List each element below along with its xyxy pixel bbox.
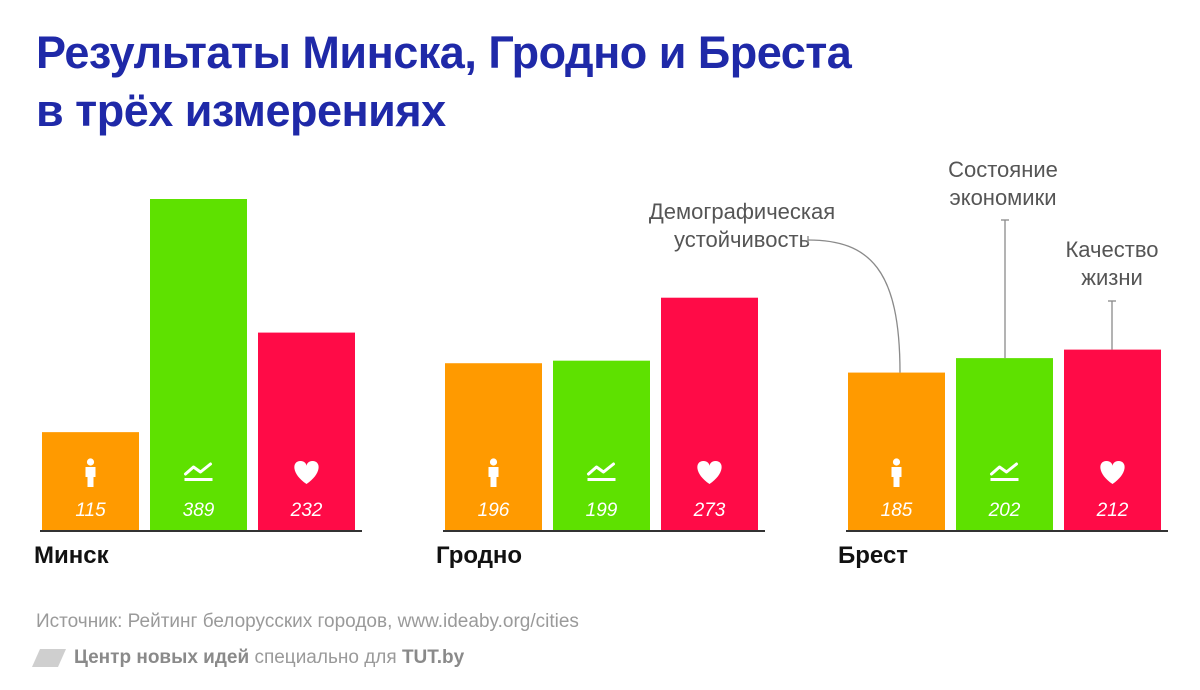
value-label-Гродно-quality: 273 — [693, 500, 726, 521]
city-label-minsk: Минск — [34, 542, 109, 569]
value-label-Минск-demography: 115 — [75, 500, 106, 521]
credits-line: Центр новых идей специально для TUT.by — [32, 647, 464, 669]
annotation-quality-line-2: жизни — [1081, 265, 1143, 290]
chart-trend-icon — [990, 462, 1019, 481]
bar-Брест-economy — [956, 358, 1053, 530]
annotation-demography-line-1: Демографическая — [649, 199, 835, 224]
chart-trend-icon — [587, 462, 616, 481]
annotation-demography-line-2: устойчивость — [674, 227, 810, 252]
value-label-Брест-quality: 212 — [1096, 500, 1129, 521]
baseline-Брест — [846, 530, 1168, 532]
bar-Брест-quality — [1064, 349, 1161, 530]
bar-Брест-demography — [848, 372, 945, 530]
value-label-Гродно-demography: 196 — [478, 500, 510, 521]
value-label-Брест-economy: 202 — [988, 500, 1021, 521]
baseline-Гродно — [443, 530, 765, 532]
value-label-Минск-quality: 232 — [290, 500, 323, 521]
annotation-economy-line-2: экономики — [949, 185, 1056, 210]
bar-Гродно-demography — [445, 363, 542, 530]
value-label-Брест-demography: 185 — [881, 500, 913, 521]
heart-icon — [294, 461, 319, 484]
baseline-Минск — [40, 530, 362, 532]
chart-title-line-1: Результаты Минска, Гродно и Бреста — [36, 27, 852, 78]
credits-middle: специально для — [249, 647, 402, 668]
credits-org: Центр новых идей — [74, 647, 250, 668]
bar-Гродно-economy — [553, 360, 650, 530]
person-icon — [488, 458, 499, 487]
logo-icon — [32, 649, 66, 667]
annotation-economy-line-1: Состояние — [948, 157, 1058, 182]
heart-icon — [697, 461, 722, 484]
value-label-Гродно-economy: 199 — [586, 500, 618, 521]
bar-Гродно-quality — [661, 297, 758, 530]
person-icon — [891, 458, 902, 487]
annotation-quality-line-1: Качество — [1065, 237, 1158, 262]
bar-Минск-economy — [150, 199, 247, 530]
person-icon — [85, 458, 96, 487]
credits-site: TUT.by — [401, 647, 465, 668]
heart-icon — [1100, 461, 1125, 484]
city-label-brest: Брест — [838, 542, 909, 569]
bar-Минск-quality — [258, 332, 355, 530]
city-label-grodno: Гродно — [436, 542, 523, 569]
chart-title-line-2: в трёх измерениях — [36, 85, 446, 136]
value-label-Минск-economy: 389 — [183, 500, 215, 521]
leader-line-demography — [807, 239, 901, 373]
chart-trend-icon — [184, 462, 213, 481]
chart-title: Результаты Минска, Гродно и Бреста в трё… — [36, 24, 852, 140]
source-note: Источник: Рейтинг белорусских городов, w… — [36, 611, 579, 632]
